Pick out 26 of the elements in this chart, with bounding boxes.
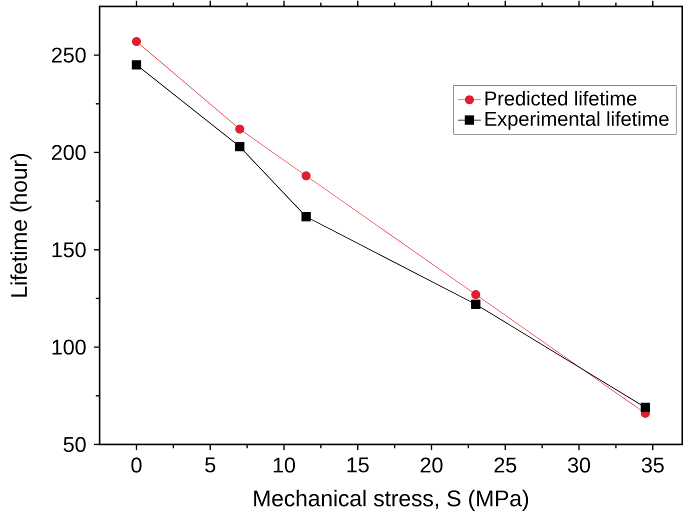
point (471, 300, 480, 309)
point (471, 290, 480, 300)
y-tick-label: 250 (52, 48, 86, 63)
point (302, 171, 311, 180)
x-tick-label: 30 (568, 458, 590, 473)
x-tick-label: 35 (642, 458, 664, 473)
x-tick-label: 5 (205, 458, 216, 472)
x-axis-title: Mechanical stress, S (MPa) (254, 490, 528, 511)
point (301, 212, 311, 222)
x-tick-label: 20 (420, 458, 443, 473)
x-tick-label: 10 (274, 458, 296, 473)
y-tick-label: 100 (52, 340, 86, 355)
x-tick-label: 25 (494, 458, 516, 473)
y-tick-label: 200 (52, 144, 86, 160)
y-tick-label: 150 (52, 242, 86, 258)
point (640, 402, 650, 412)
point (132, 36, 142, 46)
y-axis-title: Lifetime (hour) (10, 154, 32, 297)
point (235, 142, 244, 152)
x-tick-label: 15 (348, 458, 369, 472)
point (235, 124, 244, 134)
y-tick-label: 50 (64, 436, 86, 452)
x-tick-label: 0 (131, 458, 142, 473)
point (132, 60, 142, 70)
legend-label: Experimental lifetime (486, 111, 669, 130)
legend-label: Predicted lifetime (486, 90, 636, 106)
